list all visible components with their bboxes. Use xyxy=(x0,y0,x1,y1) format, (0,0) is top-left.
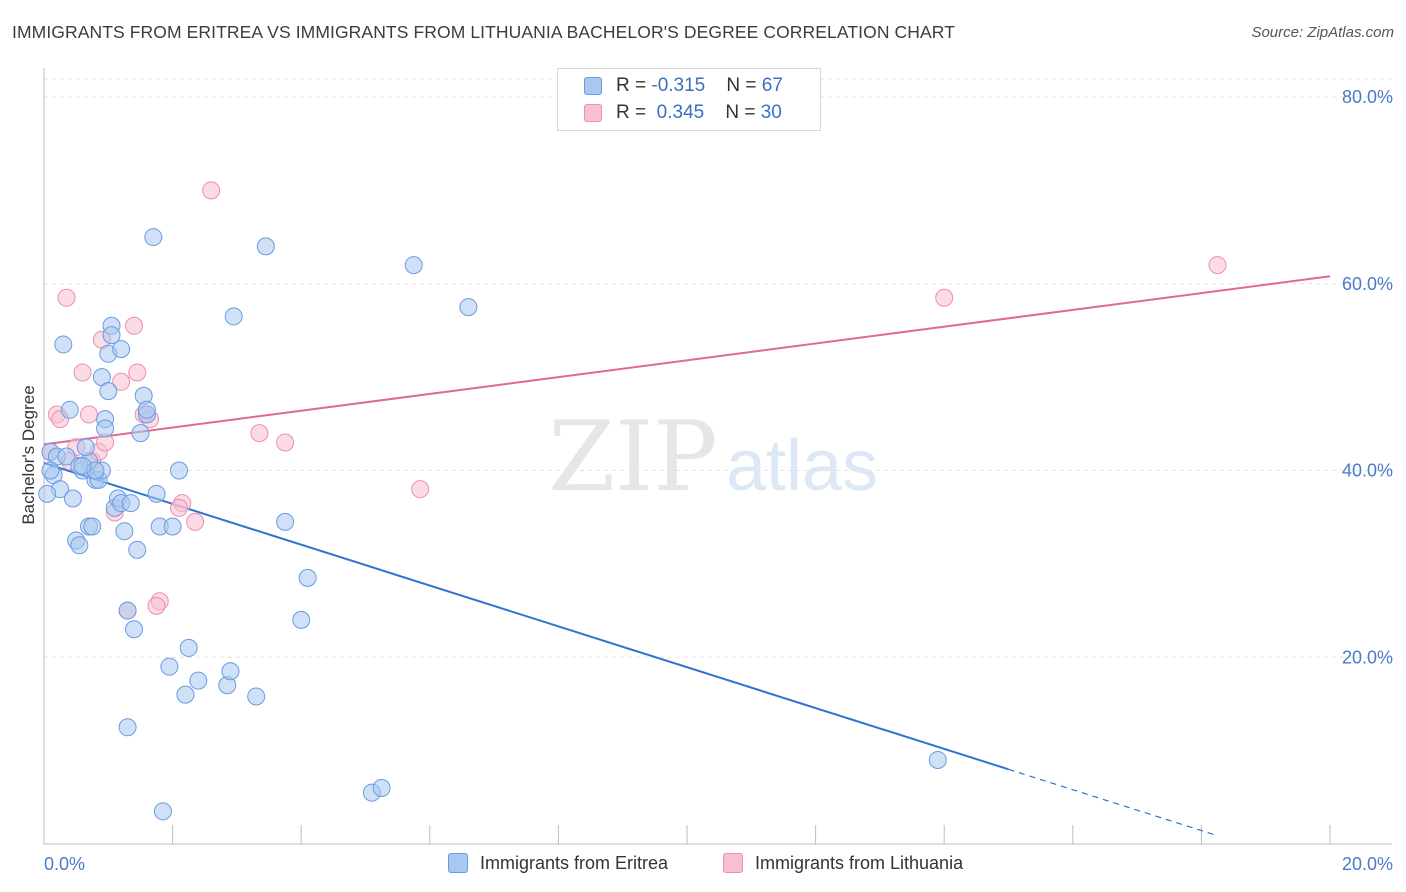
point-eritrea xyxy=(224,307,243,326)
point-eritrea xyxy=(131,424,150,443)
data-points xyxy=(38,181,1227,821)
point-eritrea xyxy=(57,447,76,466)
point-eritrea xyxy=(179,638,198,657)
y-tick-label: 80.0% xyxy=(1342,87,1393,107)
legend-swatch-eritrea xyxy=(584,77,602,95)
legend-r-value-eritrea: -0.315 xyxy=(651,75,706,96)
legend-n-value-eritrea: 67 xyxy=(761,75,783,96)
point-eritrea xyxy=(153,802,172,821)
trend-lines xyxy=(43,275,1331,836)
point-eritrea xyxy=(99,382,118,401)
legend-r-value-lithuania: 0.345 xyxy=(651,102,705,123)
y-axis-label: Bachelor's Degree xyxy=(19,385,38,524)
watermark-zip: ZIP xyxy=(548,401,717,513)
legend-n-value-lithuania: 30 xyxy=(760,102,782,123)
watermark: ZIP atlas xyxy=(548,401,878,513)
point-eritrea xyxy=(125,620,144,639)
point-eritrea xyxy=(73,456,92,475)
point-lithuania xyxy=(411,480,430,499)
tick-labels: 20.0% 40.0% 60.0% 80.0% 0.0% 20.0% xyxy=(44,87,1393,874)
point-lithuania xyxy=(73,363,92,382)
x-tick-label: 20.0% xyxy=(1342,854,1393,874)
x-tick-label: 0.0% xyxy=(44,854,85,874)
point-eritrea xyxy=(60,400,79,419)
point-eritrea xyxy=(176,685,195,704)
source-label: Source: ZipAtlas.com xyxy=(1251,24,1394,41)
point-eritrea xyxy=(121,494,140,513)
legend-label-eritrea: Immigrants from Eritrea xyxy=(480,853,669,873)
legend-r-label: R = xyxy=(616,102,652,123)
point-eritrea xyxy=(928,750,947,769)
point-eritrea xyxy=(54,335,73,354)
trend-line-eritrea-extension xyxy=(1008,768,1215,836)
series-legend: Immigrants from Eritrea Immigrants from … xyxy=(0,852,1406,878)
y-tick-label: 20.0% xyxy=(1342,647,1393,667)
point-eritrea xyxy=(118,718,137,737)
point-lithuania xyxy=(80,405,99,424)
legend-label-lithuania: Immigrants from Lithuania xyxy=(755,853,964,873)
trend-line-lithuania xyxy=(43,275,1331,446)
legend-swatch-eritrea xyxy=(448,853,468,873)
point-eritrea xyxy=(102,326,121,345)
point-eritrea xyxy=(76,438,95,457)
point-lithuania xyxy=(935,288,954,307)
point-lithuania xyxy=(57,288,76,307)
point-eritrea xyxy=(298,568,317,587)
point-lithuania xyxy=(202,181,221,200)
point-eritrea xyxy=(144,228,163,247)
point-eritrea xyxy=(163,517,182,536)
point-eritrea xyxy=(83,517,102,536)
legend-swatch-lithuania xyxy=(723,853,743,873)
point-eritrea xyxy=(115,522,134,541)
y-tick-label: 40.0% xyxy=(1342,461,1393,481)
axes xyxy=(43,68,1392,845)
point-lithuania xyxy=(170,498,189,517)
point-lithuania xyxy=(1208,256,1227,275)
point-eritrea xyxy=(170,461,189,480)
point-eritrea xyxy=(189,671,208,690)
point-lithuania xyxy=(112,372,131,391)
y-tick-label: 60.0% xyxy=(1342,274,1393,294)
point-eritrea xyxy=(38,484,57,503)
point-eritrea xyxy=(41,461,60,480)
point-eritrea xyxy=(221,662,240,681)
point-eritrea xyxy=(292,610,311,629)
legend-n-label: N = xyxy=(726,75,762,96)
point-lithuania xyxy=(186,512,205,531)
point-eritrea xyxy=(96,419,115,438)
point-eritrea xyxy=(404,256,423,275)
watermark-atlas: atlas xyxy=(726,426,878,506)
point-eritrea xyxy=(247,687,266,706)
point-eritrea xyxy=(128,540,147,559)
point-eritrea xyxy=(372,778,391,797)
point-eritrea xyxy=(256,237,275,256)
point-lithuania xyxy=(125,316,144,335)
chart-title: IMMIGRANTS FROM ERITREA VS IMMIGRANTS FR… xyxy=(12,22,955,42)
point-eritrea xyxy=(160,657,179,676)
point-eritrea xyxy=(137,400,156,419)
legend-swatch-lithuania xyxy=(584,104,602,122)
legend-n-label: N = xyxy=(725,102,761,123)
point-lithuania xyxy=(128,363,147,382)
point-eritrea xyxy=(70,536,89,555)
point-lithuania xyxy=(147,596,166,615)
grid-lines xyxy=(44,78,1392,658)
stats-legend: R = -0.315 N = 67 R = 0.345 N = 30 xyxy=(557,68,821,131)
legend-r-label: R = xyxy=(616,75,652,96)
point-eritrea xyxy=(112,340,131,359)
point-eritrea xyxy=(147,484,166,503)
point-eritrea xyxy=(118,601,137,620)
trend-line-eritrea xyxy=(43,462,1009,771)
point-eritrea xyxy=(276,512,295,531)
point-eritrea xyxy=(459,298,478,317)
point-eritrea xyxy=(63,489,82,508)
point-lithuania xyxy=(250,424,269,443)
point-lithuania xyxy=(276,433,295,452)
